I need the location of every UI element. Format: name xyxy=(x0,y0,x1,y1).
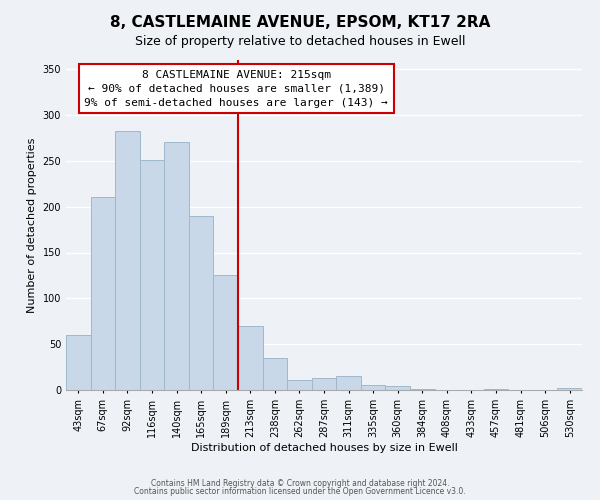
Bar xyxy=(189,216,214,390)
Bar xyxy=(214,274,238,390)
Y-axis label: Number of detached properties: Number of detached properties xyxy=(27,138,37,312)
Bar xyxy=(164,142,189,390)
Bar xyxy=(66,335,91,390)
Text: 8 CASTLEMAINE AVENUE: 215sqm
← 90% of detached houses are smaller (1,389)
9% of : 8 CASTLEMAINE AVENUE: 215sqm ← 90% of de… xyxy=(85,70,388,108)
Bar xyxy=(91,198,115,390)
X-axis label: Distribution of detached houses by size in Ewell: Distribution of detached houses by size … xyxy=(191,442,457,452)
Bar xyxy=(287,380,312,390)
Text: Contains public sector information licensed under the Open Government Licence v3: Contains public sector information licen… xyxy=(134,487,466,496)
Bar xyxy=(140,160,164,390)
Bar xyxy=(385,386,410,390)
Bar xyxy=(410,389,434,390)
Bar xyxy=(484,389,508,390)
Text: 8, CASTLEMAINE AVENUE, EPSOM, KT17 2RA: 8, CASTLEMAINE AVENUE, EPSOM, KT17 2RA xyxy=(110,15,490,30)
Bar xyxy=(361,386,385,390)
Bar xyxy=(263,358,287,390)
Bar xyxy=(238,326,263,390)
Bar xyxy=(557,388,582,390)
Text: Size of property relative to detached houses in Ewell: Size of property relative to detached ho… xyxy=(135,35,465,48)
Bar xyxy=(115,130,140,390)
Text: Contains HM Land Registry data © Crown copyright and database right 2024.: Contains HM Land Registry data © Crown c… xyxy=(151,478,449,488)
Bar xyxy=(312,378,336,390)
Bar xyxy=(336,376,361,390)
